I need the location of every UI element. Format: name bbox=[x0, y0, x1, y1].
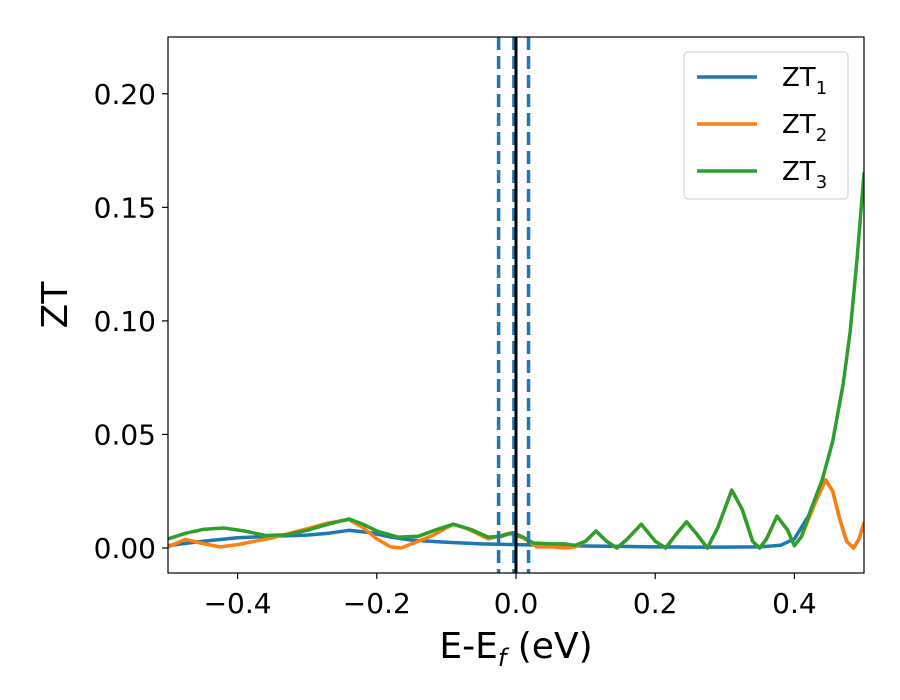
axes: −0.4 −0.2 0.0 0.2 0.4 0.00 0.05 0.10 0.15 0.20 bbox=[94, 78, 817, 620]
x-tick-label: 0.2 bbox=[633, 587, 678, 620]
legend-label-zt2: ZT2 bbox=[782, 110, 827, 146]
plot-area bbox=[168, 37, 864, 573]
y-tick-label: 0.20 bbox=[94, 78, 156, 111]
x-tick-label: 0.4 bbox=[772, 587, 817, 620]
legend-box bbox=[683, 51, 849, 200]
legend: ZT1 ZT2 ZT3 bbox=[683, 51, 849, 200]
x-axis-title-unit: (eV) bbox=[506, 626, 592, 667]
y-axis-title: ZT bbox=[35, 281, 76, 329]
y-tick-label: 0.05 bbox=[94, 418, 156, 451]
x-tick-label: −0.4 bbox=[204, 587, 272, 620]
x-tick-label: −0.2 bbox=[343, 587, 411, 620]
y-tick-label: 0.10 bbox=[94, 305, 156, 338]
x-tick-label: 0.0 bbox=[494, 587, 539, 620]
x-axis-title: E-Ef (eV) bbox=[439, 626, 592, 672]
series-line-zt3 bbox=[168, 171, 864, 550]
y-tick-label: 0.15 bbox=[94, 191, 156, 224]
y-tick-label: 0.00 bbox=[94, 532, 156, 565]
x-axis-title-main: E-E bbox=[439, 626, 497, 667]
legend-label-zt1: ZT1 bbox=[782, 63, 827, 99]
legend-label-zt3: ZT3 bbox=[782, 157, 827, 193]
